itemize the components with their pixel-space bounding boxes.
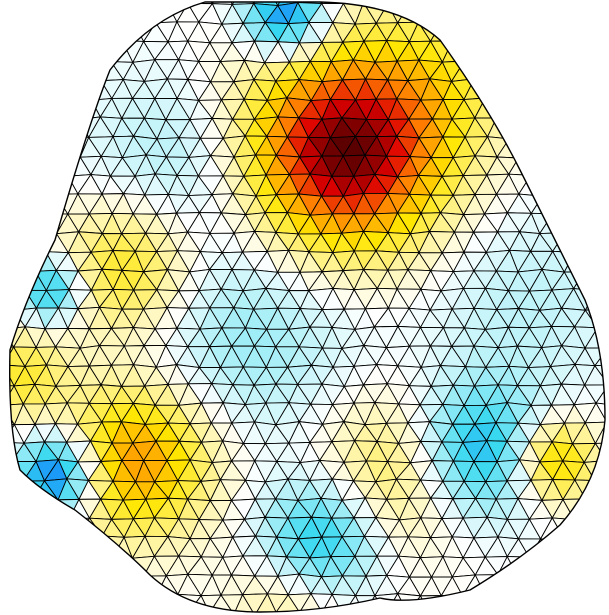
mesh-triangle bbox=[594, 364, 605, 386]
mesh-triangle bbox=[595, 384, 605, 407]
mesh-boundary bbox=[9, 1, 606, 613]
mesh-triangle bbox=[595, 402, 605, 423]
mesh-triangle bbox=[594, 421, 605, 444]
